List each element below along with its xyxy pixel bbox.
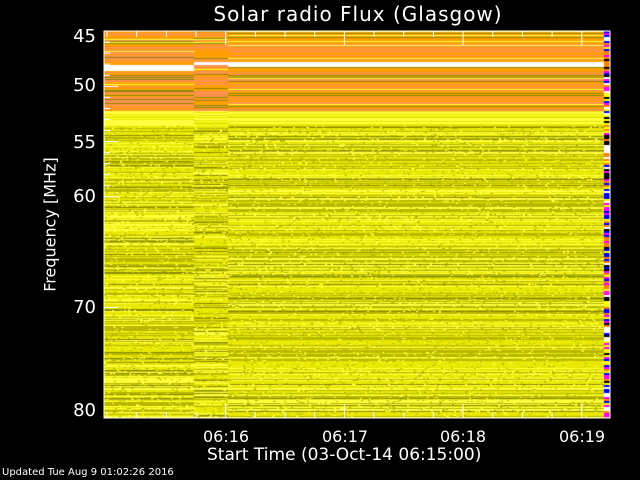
x-tick-label: 06:19 bbox=[559, 427, 606, 446]
x-tick-label: 06:17 bbox=[322, 427, 369, 446]
y-tick-label: 55 bbox=[73, 132, 96, 153]
y-tick-label: 60 bbox=[73, 186, 96, 207]
spectrogram-heatmap bbox=[104, 31, 610, 418]
chart-title: Solar radio Flux (Glasgow) bbox=[213, 2, 503, 26]
y-tick-label: 45 bbox=[73, 26, 96, 47]
y-axis-label: Frequency [MHz] bbox=[40, 157, 60, 292]
x-tick-label: 06:16 bbox=[203, 427, 250, 446]
y-tick-label: 70 bbox=[73, 297, 96, 318]
x-tick-label: 06:18 bbox=[440, 427, 487, 446]
plot-frame bbox=[103, 30, 611, 419]
y-tick-label: 50 bbox=[73, 75, 96, 96]
updated-timestamp: Updated Tue Aug 9 01:02:26 2016 bbox=[2, 467, 174, 478]
x-axis-label: Start Time (03-Oct-14 06:15:00) bbox=[207, 445, 482, 465]
y-tick-label: 80 bbox=[73, 400, 96, 421]
